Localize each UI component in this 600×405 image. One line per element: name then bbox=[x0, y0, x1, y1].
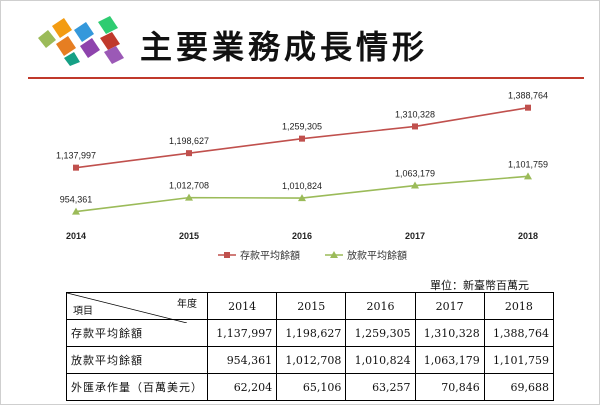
x-tick-label: 2016 bbox=[292, 231, 312, 241]
data-label: 1,388,764 bbox=[508, 91, 548, 101]
corner-item-label: 項目 bbox=[73, 306, 93, 317]
table-cell: 69,688 bbox=[483, 373, 555, 401]
table-cell: 1,310,328 bbox=[414, 319, 485, 347]
logo-icon bbox=[38, 16, 124, 66]
table-header-year: 2015 bbox=[276, 292, 347, 320]
table-row: 存款平均餘額 1,137,997 1,198,627 1,259,305 1,3… bbox=[66, 319, 555, 347]
data-label: 1,101,759 bbox=[508, 159, 548, 169]
x-tick-label: 2014 bbox=[66, 231, 86, 241]
data-label: 954,361 bbox=[60, 195, 93, 205]
row-label: 存款平均餘額 bbox=[66, 319, 208, 347]
page-title: 主要業務成長情形 bbox=[140, 28, 429, 66]
table-cell: 1,198,627 bbox=[276, 319, 347, 347]
row-label: 外匯承作量（百萬美元） bbox=[66, 373, 208, 401]
data-point bbox=[72, 207, 80, 215]
table-header-year: 2018 bbox=[483, 292, 555, 320]
legend-label: 存款平均餘額 bbox=[240, 249, 300, 262]
corner-diagonal bbox=[67, 293, 187, 323]
data-point bbox=[73, 164, 79, 171]
table-cell: 62,204 bbox=[206, 373, 278, 401]
data-point bbox=[299, 135, 305, 142]
table-cell: 1,137,997 bbox=[206, 319, 278, 347]
data-label: 1,063,179 bbox=[395, 169, 435, 179]
table-header-row: 年度 項目 2014 2015 2016 2017 2018 bbox=[66, 292, 555, 323]
data-label: 1,259,305 bbox=[282, 122, 322, 132]
legend-marker bbox=[330, 251, 338, 258]
title-divider bbox=[28, 77, 584, 79]
x-tick-label: 2017 bbox=[405, 231, 425, 241]
row-label: 放款平均餘額 bbox=[66, 346, 208, 374]
table-cell: 954,361 bbox=[206, 346, 278, 374]
unit-note: 單位：新臺幣百萬元 bbox=[430, 279, 529, 292]
table-header-year: 2017 bbox=[414, 292, 485, 320]
x-tick-label: 2018 bbox=[518, 231, 538, 241]
data-point bbox=[524, 172, 532, 180]
table-cell: 1,012,708 bbox=[276, 346, 347, 374]
table-cell: 1,388,764 bbox=[483, 319, 555, 347]
data-label: 1,010,824 bbox=[282, 181, 322, 191]
table-row: 放款平均餘額 954,361 1,012,708 1,010,824 1,063… bbox=[66, 346, 555, 374]
table-cell: 70,846 bbox=[414, 373, 485, 401]
legend-label: 放款平均餘額 bbox=[347, 249, 407, 262]
data-table: 年度 項目 2014 2015 2016 2017 2018 存款平均餘額 1,… bbox=[66, 292, 555, 401]
table-cell: 1,010,824 bbox=[345, 346, 416, 374]
data-point bbox=[186, 150, 192, 157]
data-label: 1,198,627 bbox=[169, 136, 209, 146]
legend-marker bbox=[224, 252, 230, 258]
table-cell: 1,259,305 bbox=[345, 319, 416, 347]
table-cell: 63,257 bbox=[345, 373, 416, 401]
table-header-year: 2014 bbox=[206, 292, 278, 320]
data-point bbox=[525, 104, 531, 111]
x-tick-label: 2015 bbox=[179, 231, 199, 241]
data-label: 1,012,708 bbox=[169, 181, 209, 191]
table-cell: 1,063,179 bbox=[414, 346, 485, 374]
table-cell: 1,101,759 bbox=[483, 346, 555, 374]
data-label: 1,310,328 bbox=[395, 109, 435, 119]
data-label: 1,137,997 bbox=[56, 151, 96, 161]
data-point bbox=[298, 194, 306, 202]
table-corner-cell: 年度 項目 bbox=[66, 292, 208, 323]
table-header-year: 2016 bbox=[345, 292, 416, 320]
line-chart: 2014 2015 2016 2017 2018 1,137,997 1,198,627 1,… bbox=[56, 91, 548, 262]
table-cell: 65,106 bbox=[276, 373, 347, 401]
table-row: 外匯承作量（百萬美元） 62,204 65,106 63,257 70,846 … bbox=[66, 373, 555, 401]
data-point bbox=[185, 193, 193, 201]
corner-year-label: 年度 bbox=[177, 299, 197, 310]
data-point bbox=[411, 181, 419, 189]
data-point bbox=[412, 123, 418, 130]
